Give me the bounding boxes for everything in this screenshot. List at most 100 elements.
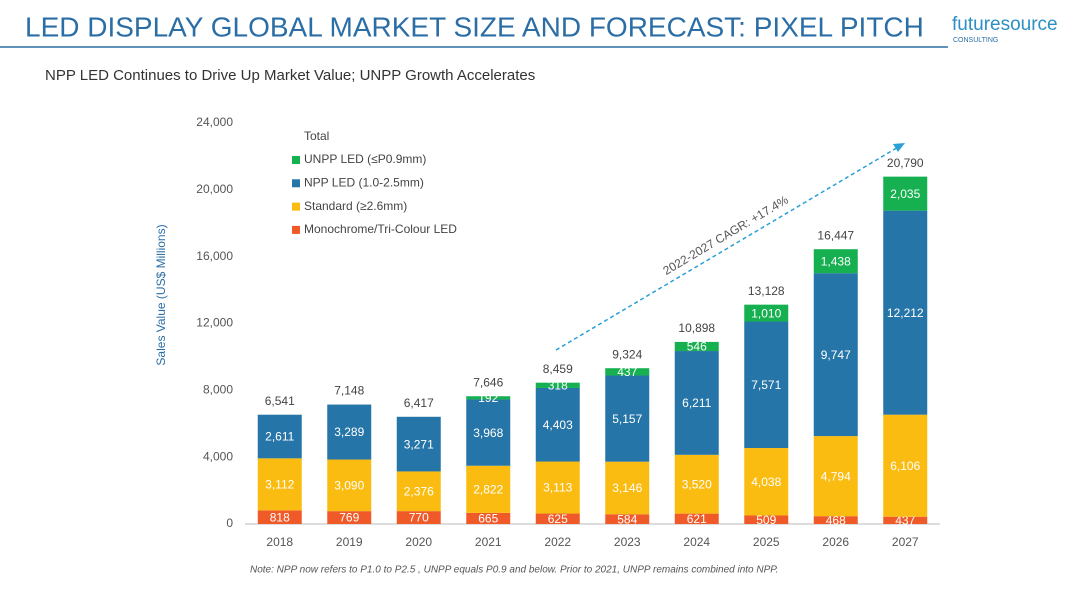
x-tick-label: 2027 <box>892 535 919 549</box>
x-tick-label: 2026 <box>822 535 849 549</box>
data-label: 546 <box>687 340 707 354</box>
x-tick-label: 2020 <box>405 535 432 549</box>
x-tick-label: 2019 <box>336 535 363 549</box>
total-label: 10,898 <box>678 321 715 335</box>
data-label: 3,113 <box>543 481 572 495</box>
x-tick-label: 2023 <box>614 535 641 549</box>
bar-segment <box>605 514 650 524</box>
bar-segment <box>744 515 789 524</box>
bar-segment <box>813 436 858 517</box>
cagr-arrow <box>555 145 901 351</box>
bar-segment <box>813 273 858 437</box>
bar-segment <box>605 368 650 376</box>
data-label: 2,035 <box>890 187 920 201</box>
bar-segment <box>605 461 650 515</box>
bar-segment <box>744 321 789 449</box>
subtitle: NPP LED Continues to Drive Up Market Val… <box>45 67 535 84</box>
logo-tagline: CONSULTING <box>953 37 998 44</box>
page-title: LED DISPLAY GLOBAL MARKET SIZE AND FOREC… <box>25 11 924 42</box>
bar-segment <box>744 448 789 516</box>
data-label: 6,211 <box>682 396 711 410</box>
bar-segment <box>674 454 719 514</box>
data-label: 437 <box>895 514 915 528</box>
data-label: 1,010 <box>751 306 781 320</box>
data-label: 6,106 <box>890 459 920 473</box>
bar-segment <box>257 414 302 459</box>
bar-segment <box>883 516 928 524</box>
bar-segment <box>327 459 372 512</box>
bar-segment <box>883 210 928 415</box>
total-label: 9,324 <box>612 347 642 361</box>
total-label: 6,417 <box>404 396 434 410</box>
bar-segment <box>605 375 650 462</box>
y-tick-label: 16,000 <box>196 249 233 263</box>
data-label: 4,038 <box>751 475 781 489</box>
footnote: Note: NPP now refers to P1.0 to P2.5 , U… <box>250 565 778 576</box>
x-tick-label: 2018 <box>266 535 293 549</box>
total-label: 20,790 <box>887 156 924 170</box>
data-label: 1,438 <box>821 254 851 268</box>
bar-segment <box>883 176 928 211</box>
data-label: 770 <box>409 511 429 525</box>
bar-segment <box>466 465 511 513</box>
bar-segment <box>674 513 719 524</box>
cagr-annotation: 2022-2027 CAGR: +17.4% <box>660 193 790 278</box>
y-tick-label: 4,000 <box>203 449 233 463</box>
bar-segment <box>396 416 441 472</box>
data-label: 818 <box>270 510 290 524</box>
data-label: 3,520 <box>682 477 712 491</box>
legend-label: Monochrome/Tri-Colour LED <box>304 222 457 236</box>
x-tick-label: 2025 <box>753 535 780 549</box>
bar-segment <box>674 341 719 352</box>
bar-segment <box>466 396 511 400</box>
bar-segment <box>257 510 302 524</box>
y-tick-label: 8,000 <box>203 383 233 397</box>
bar-segment <box>466 399 511 466</box>
data-label: 7,571 <box>751 378 781 392</box>
total-label: 13,128 <box>748 284 785 298</box>
data-label: 665 <box>478 512 498 526</box>
bar-segment <box>466 512 511 524</box>
data-label: 2,376 <box>404 484 434 498</box>
bar-segment <box>396 511 441 524</box>
data-label: 4,403 <box>543 418 573 432</box>
data-label: 3,112 <box>265 478 294 492</box>
bar-segment <box>396 471 441 512</box>
y-tick-label: 20,000 <box>196 182 233 196</box>
legend-label: Total <box>304 129 329 143</box>
data-label: 9,747 <box>821 348 851 362</box>
x-tick-label: 2021 <box>475 535 502 549</box>
data-label: 3,289 <box>334 425 364 439</box>
bar-segment <box>535 513 580 524</box>
legend-swatch <box>292 179 300 188</box>
bar-segment <box>883 414 928 517</box>
total-label: 7,646 <box>473 375 503 389</box>
bar-segment <box>674 351 719 455</box>
bar-segment <box>535 461 580 514</box>
data-label: 468 <box>826 513 846 527</box>
bar-segment <box>257 458 302 511</box>
legend-label: NPP LED (1.0-2.5mm) <box>304 175 424 189</box>
data-label: 2,822 <box>473 482 503 496</box>
total-label: 16,447 <box>817 228 854 242</box>
bar-segment <box>535 382 580 388</box>
data-label: 3,146 <box>612 481 642 495</box>
data-label: 509 <box>756 513 776 527</box>
total-label: 7,148 <box>334 384 364 398</box>
y-axis-label: Sales Value (US$ Millions) <box>154 224 168 365</box>
data-label: 625 <box>548 512 568 526</box>
x-tick-label: 2022 <box>544 535 571 549</box>
data-label: 2,611 <box>265 430 294 444</box>
legend-swatch <box>292 202 300 211</box>
data-label: 3,090 <box>334 479 364 493</box>
logo: futuresource <box>952 14 1058 35</box>
data-label: 4,794 <box>821 469 851 483</box>
bar-segment <box>744 304 789 322</box>
bar-segment <box>327 511 372 524</box>
arrow-head <box>893 143 905 152</box>
bar-segment <box>535 387 580 462</box>
total-label: 8,459 <box>543 362 573 376</box>
data-label: 192 <box>478 391 498 405</box>
